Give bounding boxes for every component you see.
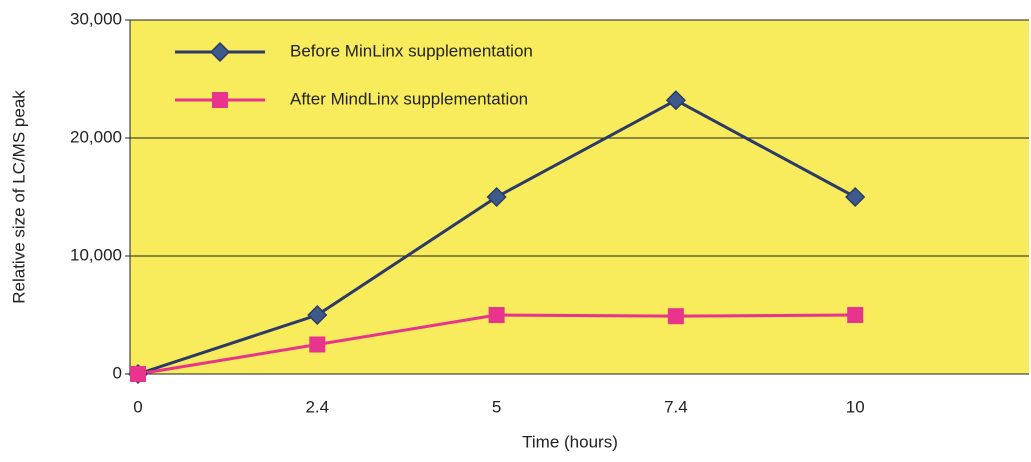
square-marker (847, 307, 864, 323)
square-marker (309, 336, 326, 353)
square-marker (488, 307, 505, 323)
diamond-marker (209, 41, 231, 63)
diamond-marker (845, 186, 866, 208)
y-tick-label: 30,000 (70, 9, 122, 28)
x-tick-label: 10 (846, 397, 865, 416)
legend-label: Before MinLinx supplementation (290, 41, 533, 60)
diamond-marker (486, 186, 507, 208)
y-tick-label: 0 (113, 363, 122, 382)
diamond-marker (665, 90, 686, 111)
y-tick-label: 10,000 (70, 245, 122, 264)
x-axis-title: Time (hours) (522, 432, 618, 451)
square-marker (667, 308, 684, 325)
x-tick-label: 7.4 (664, 397, 688, 416)
legend-label: After MindLinx supplementation (290, 89, 528, 108)
y-tick-label: 20,000 (70, 127, 122, 146)
square-marker (130, 366, 146, 382)
x-tick-label: 2.4 (305, 397, 329, 416)
x-tick-label: 0 (133, 397, 142, 416)
plot-area (130, 20, 1029, 374)
y-axis-title: Relative size of LC/MS peak (9, 90, 28, 304)
diamond-marker (307, 304, 328, 326)
square-marker (212, 92, 228, 108)
x-tick-label: 5 (492, 397, 501, 416)
